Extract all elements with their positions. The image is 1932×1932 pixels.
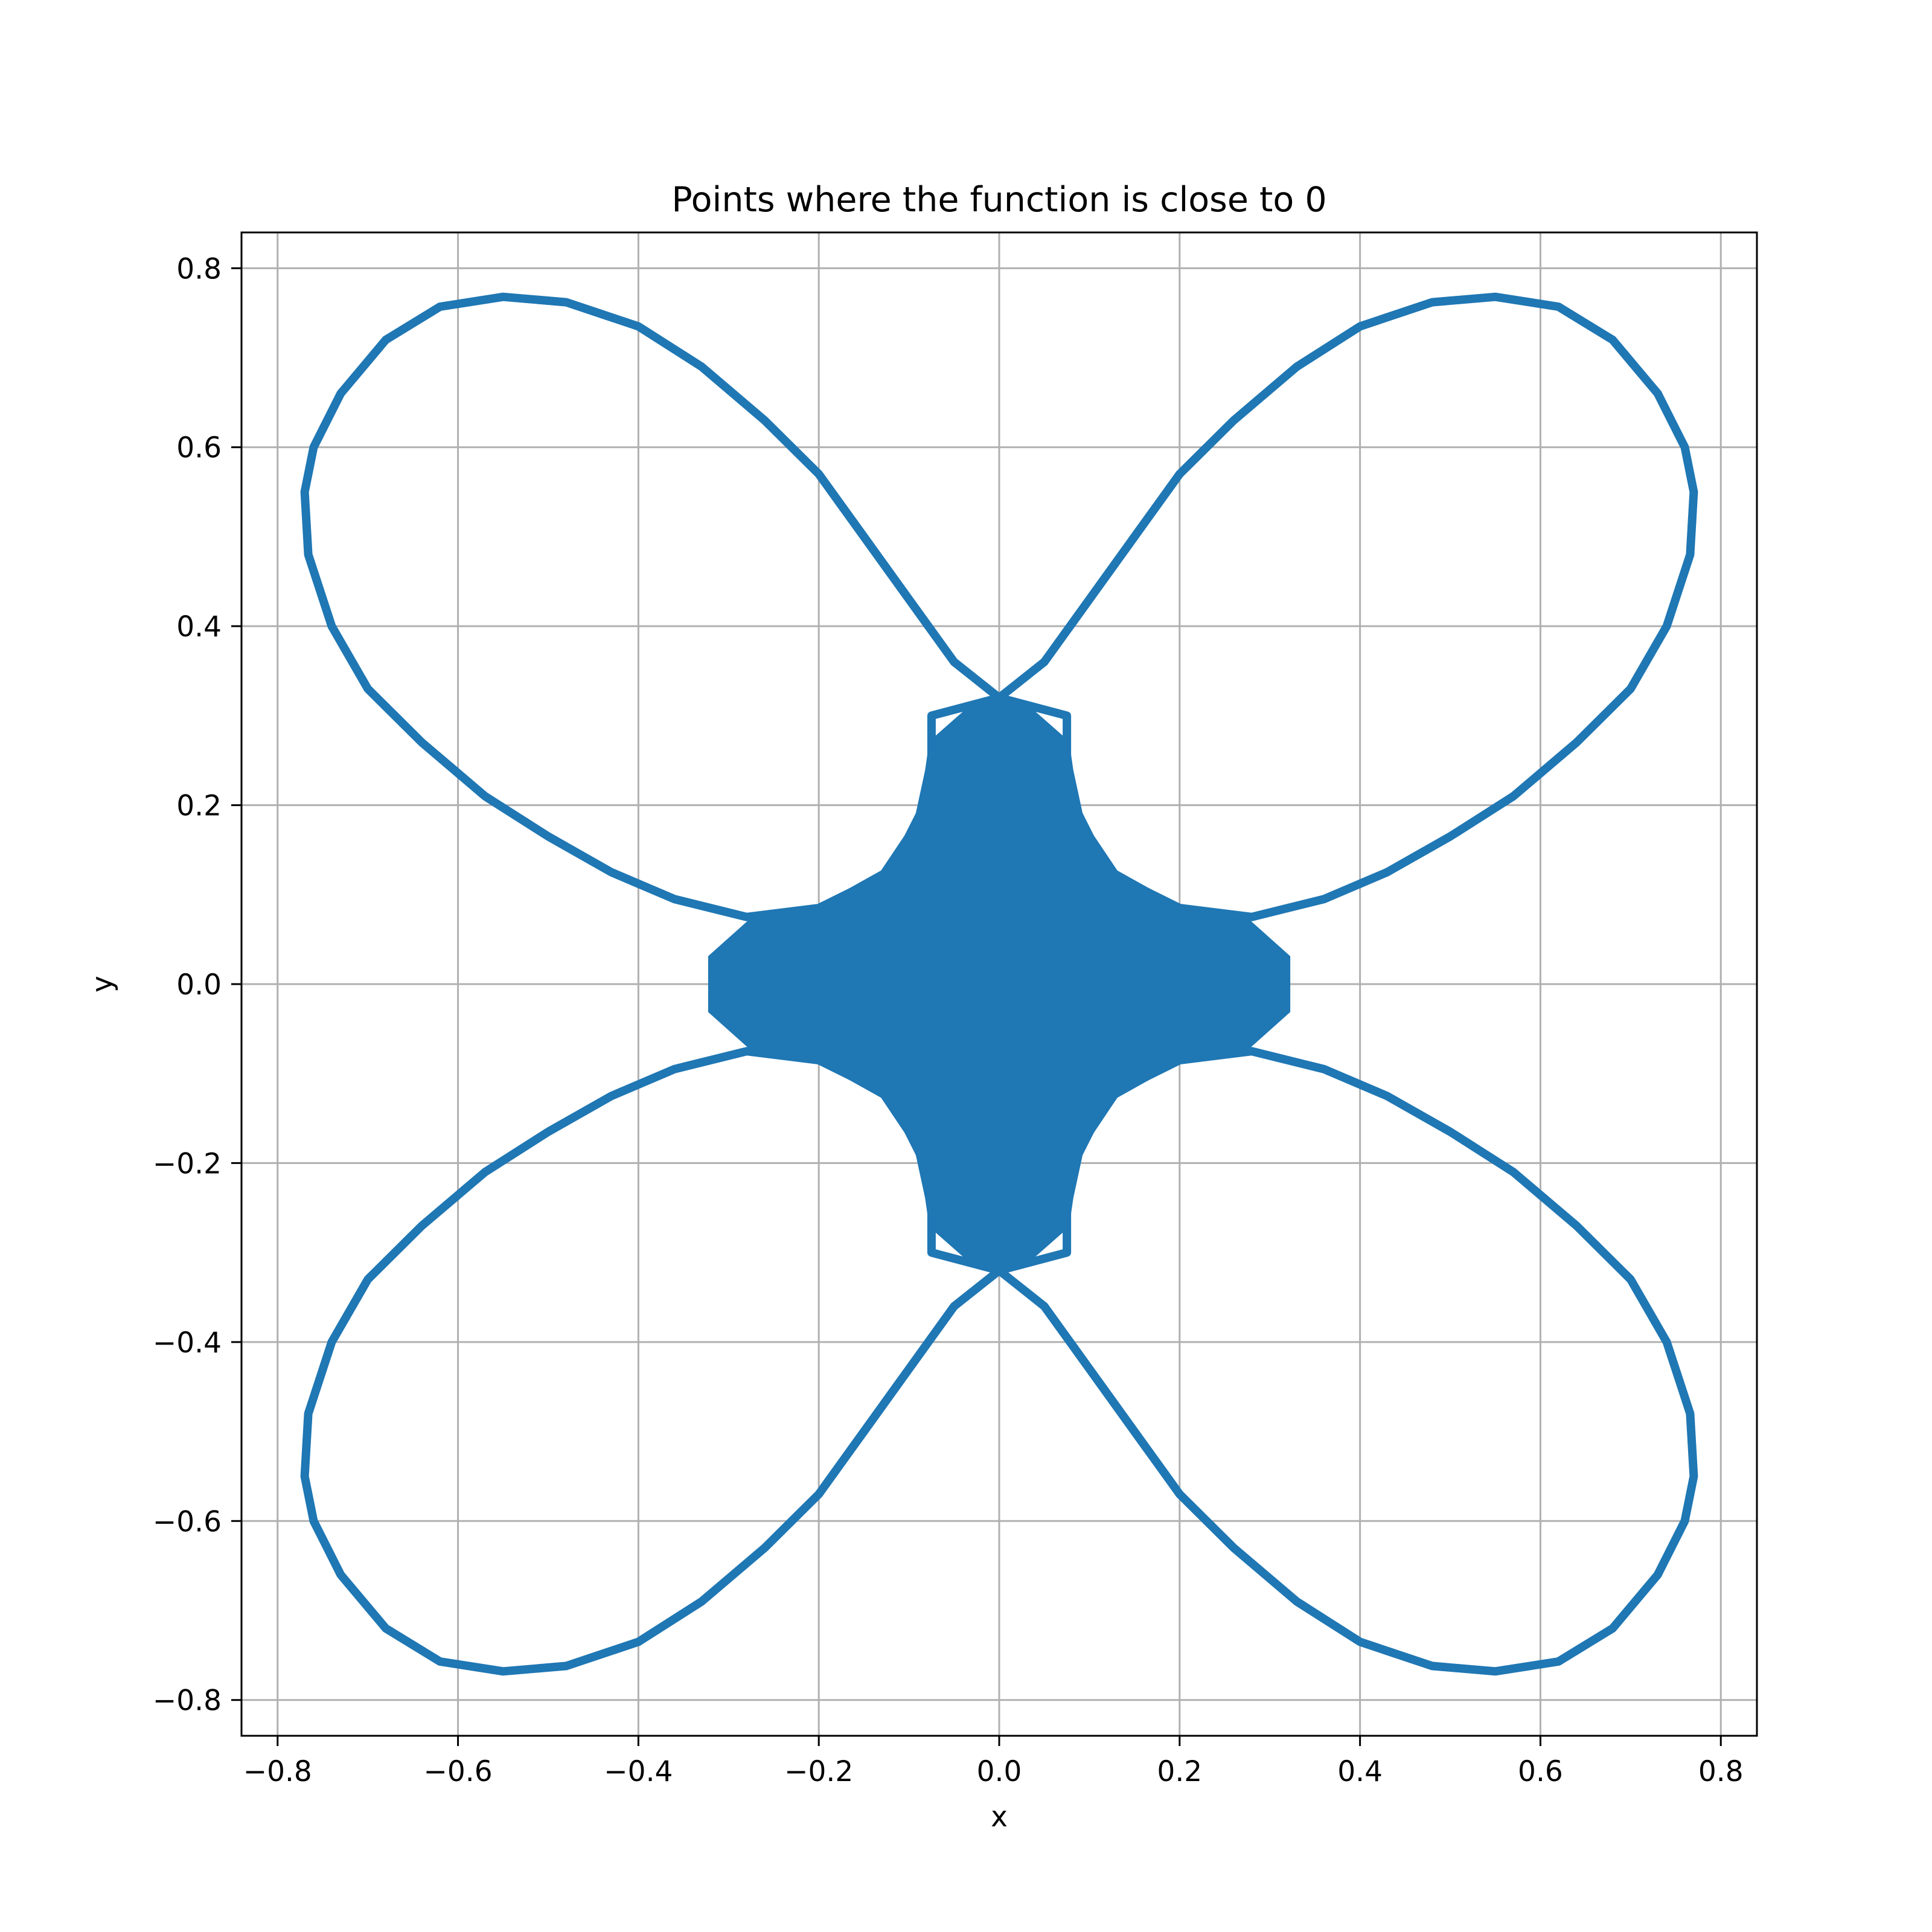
y-axis-label: y (86, 976, 119, 993)
y-tick-label: 0.0 (176, 968, 222, 1002)
y-tick-label: 0.6 (176, 432, 222, 465)
x-tick-label: −0.4 (604, 1755, 673, 1788)
x-tick-label: −0.6 (424, 1755, 493, 1788)
x-axis-label: x (991, 1800, 1008, 1834)
x-tick-label: 0.8 (1698, 1755, 1744, 1788)
x-tick-label: −0.2 (784, 1755, 853, 1788)
data-points (300, 292, 1698, 1676)
y-tick-label: 0.8 (176, 252, 222, 286)
y-tick-label: −0.2 (153, 1147, 222, 1180)
x-tick-label: −0.8 (243, 1755, 312, 1788)
x-tick-label: 0.4 (1337, 1755, 1383, 1788)
x-tick-label: 0.2 (1157, 1755, 1202, 1788)
y-tick-label: 0.4 (176, 610, 222, 644)
lobe-bottom-left (300, 1047, 1003, 1676)
y-tick-label: −0.6 (153, 1505, 222, 1538)
y-tick-label: 0.2 (176, 790, 222, 823)
y-tick-label: −0.8 (153, 1684, 222, 1718)
chart-title: Points where the function is close to 0 (671, 180, 1326, 220)
x-tick-label: 0.0 (977, 1755, 1022, 1788)
ticks: −0.8 −0.6 −0.4 −0.2 0.0 0.2 0.4 0.6 0.8 −0.8 −0.6 −… (153, 252, 1744, 1788)
lobe-top-right (995, 292, 1698, 921)
lobe-top-left (300, 292, 1003, 921)
y-tick-label: −0.4 (153, 1326, 222, 1360)
x-tick-label: 0.6 (1518, 1755, 1563, 1788)
lobe-bottom-right (995, 1047, 1698, 1676)
